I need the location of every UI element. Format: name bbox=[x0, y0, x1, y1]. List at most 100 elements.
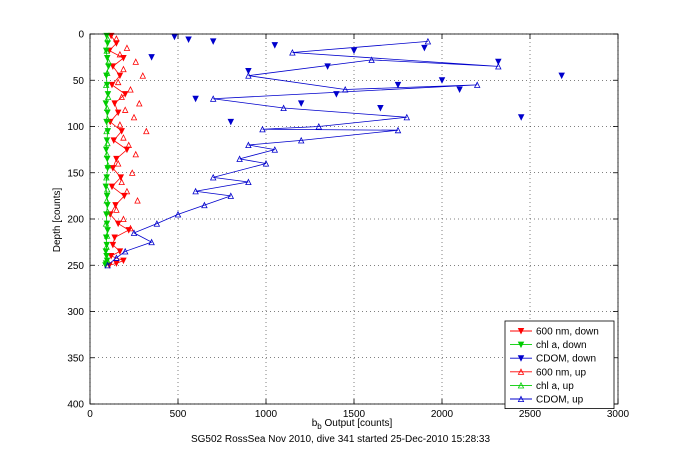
legend-marker bbox=[517, 327, 525, 335]
data-point bbox=[495, 62, 502, 70]
data-point bbox=[102, 146, 110, 154]
data-point bbox=[114, 160, 122, 167]
series-line bbox=[107, 41, 499, 266]
y-tick-label: 50 bbox=[73, 76, 85, 87]
data-point bbox=[123, 187, 131, 195]
data-point bbox=[473, 81, 481, 88]
data-point bbox=[456, 86, 463, 93]
data-point bbox=[245, 141, 252, 149]
data-point bbox=[377, 105, 384, 112]
x-tick-label: 2000 bbox=[431, 409, 454, 420]
data-point bbox=[368, 56, 375, 63]
data-point bbox=[424, 37, 432, 45]
data-point bbox=[103, 127, 110, 135]
data-point bbox=[103, 104, 111, 111]
data-point bbox=[111, 234, 118, 241]
data-point bbox=[245, 68, 252, 75]
data-point bbox=[104, 227, 111, 234]
data-point bbox=[114, 78, 122, 86]
data-point bbox=[120, 134, 127, 141]
data-point bbox=[102, 220, 110, 227]
data-point bbox=[113, 206, 120, 213]
data-point bbox=[227, 118, 235, 126]
x-tick-label: 1000 bbox=[255, 409, 278, 420]
data-point bbox=[108, 183, 116, 191]
data-point bbox=[148, 238, 155, 246]
data-point bbox=[227, 192, 235, 199]
data-point bbox=[495, 58, 502, 66]
data-point bbox=[394, 81, 402, 89]
legend-box bbox=[504, 320, 615, 409]
data-point bbox=[139, 72, 147, 79]
x-tick-label: 0 bbox=[87, 409, 93, 420]
data-point bbox=[116, 121, 124, 128]
data-point bbox=[201, 201, 208, 209]
dive-caption: SG502 RossSea Nov 2010, dive 341 started… bbox=[190, 434, 491, 445]
data-point bbox=[127, 224, 134, 232]
data-point bbox=[112, 202, 119, 209]
data-point bbox=[103, 137, 111, 144]
legend-marker bbox=[517, 368, 525, 375]
data-point bbox=[121, 247, 129, 255]
legend-marker bbox=[517, 381, 525, 389]
data-point bbox=[132, 58, 140, 65]
data-point bbox=[262, 160, 270, 167]
data-point bbox=[104, 115, 111, 123]
data-point bbox=[102, 100, 110, 107]
data-point bbox=[333, 91, 340, 98]
data-point bbox=[280, 104, 287, 111]
data-point bbox=[271, 42, 279, 49]
data-point bbox=[192, 187, 199, 195]
data-point bbox=[120, 65, 127, 73]
data-point bbox=[104, 155, 111, 163]
data-point bbox=[113, 35, 120, 42]
data-point bbox=[174, 210, 182, 218]
data-point bbox=[271, 146, 279, 153]
data-point bbox=[103, 150, 111, 158]
legend-label: 600 nm, down bbox=[536, 327, 599, 338]
data-point bbox=[125, 141, 132, 149]
y-tick-label: 200 bbox=[67, 215, 84, 226]
data-point bbox=[104, 35, 111, 42]
data-point bbox=[114, 220, 122, 228]
y-axis-label: Depth [counts] bbox=[52, 188, 63, 253]
legend-marker bbox=[517, 341, 525, 349]
data-point bbox=[110, 137, 118, 144]
y-tick-label: 350 bbox=[67, 353, 84, 364]
data-point bbox=[103, 47, 110, 54]
data-point bbox=[136, 99, 143, 107]
data-point bbox=[103, 197, 110, 204]
data-point bbox=[118, 178, 125, 186]
data-point bbox=[105, 63, 112, 70]
data-point bbox=[104, 185, 111, 193]
data-point bbox=[105, 58, 112, 65]
legend-label: CDOM, up bbox=[536, 395, 584, 406]
data-point bbox=[103, 192, 111, 200]
data-point bbox=[114, 109, 122, 117]
data-point bbox=[315, 123, 323, 130]
data-point bbox=[109, 165, 117, 172]
data-point bbox=[116, 50, 124, 58]
data-point bbox=[192, 95, 199, 103]
y-tick-label: 300 bbox=[67, 307, 84, 318]
data-point bbox=[125, 227, 132, 234]
data-point bbox=[130, 113, 138, 121]
data-point bbox=[116, 72, 124, 80]
data-point bbox=[118, 93, 125, 100]
data-point bbox=[121, 106, 129, 113]
data-point bbox=[102, 81, 110, 88]
data-point bbox=[117, 174, 125, 181]
data-point bbox=[103, 173, 110, 181]
series-600-nm-up bbox=[113, 35, 150, 232]
data-point bbox=[103, 252, 110, 260]
data-point bbox=[123, 146, 131, 154]
data-point bbox=[104, 40, 111, 47]
data-point bbox=[289, 49, 296, 56]
data-point bbox=[109, 241, 117, 249]
y-tick-label: 150 bbox=[67, 168, 84, 179]
data-point bbox=[209, 95, 217, 102]
data-point bbox=[143, 127, 150, 135]
data-point bbox=[148, 54, 155, 61]
legend-marker bbox=[517, 355, 525, 362]
